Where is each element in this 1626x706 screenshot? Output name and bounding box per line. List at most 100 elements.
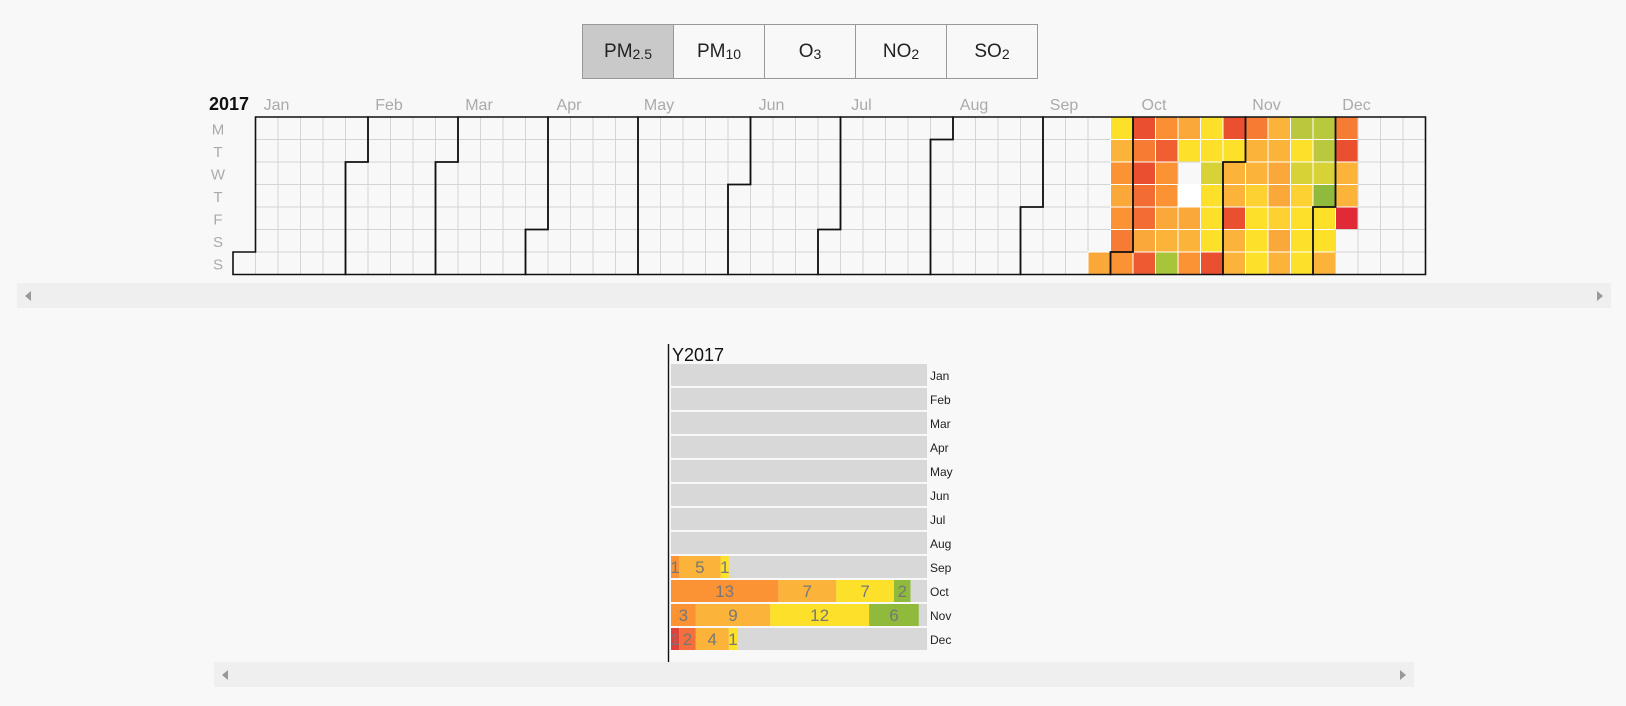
bar-segment-value: 1 [670, 630, 679, 649]
bar-segment[interactable] [679, 556, 721, 578]
calendar-scrollbar[interactable] [17, 283, 1611, 308]
month-bar-row: Feb [671, 388, 951, 410]
bar-segment[interactable] [695, 628, 729, 650]
bar-segment[interactable] [720, 556, 729, 578]
month-label: Apr [557, 97, 583, 114]
month-bar-row: Apr [671, 436, 949, 458]
calendar-heatmap: 2017 Jan Feb Mar Apr May Jun Jul Aug Sep Oct Nov Dec… [209, 94, 1427, 276]
tab-so2[interactable]: SO 2 [946, 24, 1038, 79]
month-bar-row: 1 2 4 1 Dec [670, 628, 951, 650]
bar-category-label: Nov [930, 609, 951, 623]
bar-category-label: Feb [930, 393, 951, 407]
tab-no2[interactable]: NO 2 [855, 24, 947, 79]
month-borders [232, 116, 1427, 276]
month-label: Nov [1252, 97, 1280, 114]
bar-segment-value: 4 [708, 630, 717, 649]
scroll-right-arrow-icon[interactable] [1597, 290, 1603, 301]
bar-segment-value: 2 [897, 582, 906, 601]
bar-background [671, 364, 927, 386]
tab-label: PM [696, 40, 726, 62]
bar-category-label: Dec [930, 633, 951, 647]
month-bar-row: Jan [671, 364, 949, 386]
scroll-right-arrow-icon[interactable] [1400, 669, 1406, 680]
month-label: Mar [465, 97, 493, 114]
bar-category-label: Aug [930, 537, 951, 551]
calendar-grid [232, 116, 1426, 275]
weekday-label: F [213, 211, 222, 228]
bar-background [671, 508, 927, 530]
tab-label-subscript: 2 [1001, 45, 1010, 62]
bar-segment[interactable] [869, 604, 919, 626]
bar-segment[interactable] [671, 580, 779, 602]
month-label: Jan [264, 97, 290, 114]
month-bar-row: 3 9 12 6 Nov [671, 604, 951, 626]
month-label: Sep [1050, 97, 1079, 114]
bar-segment-value: 7 [803, 582, 812, 601]
weekday-label: M [212, 121, 225, 138]
tab-label-subscript: 3 [813, 45, 822, 62]
calendar-year-label: 2017 [209, 94, 249, 114]
bar-category-label: Jul [930, 513, 945, 527]
bar-segment[interactable] [679, 628, 696, 650]
pollutant-tabs: PM 2.5 PM 10 O 3 NO 2 SO 2 [582, 24, 1038, 79]
bar-segment[interactable] [836, 580, 894, 602]
bar-segment[interactable] [893, 580, 911, 602]
bar-segment-value: 9 [728, 606, 737, 625]
bar-category-label: Jan [930, 369, 949, 383]
bar-chart-title: Y2017 [672, 345, 724, 365]
month-bar-row: Jul [671, 508, 945, 530]
bar-category-label: Oct [930, 585, 949, 599]
bar-segment-value: 12 [810, 606, 829, 625]
month-label: Jun [759, 97, 785, 114]
bar-segment[interactable] [770, 604, 870, 626]
month-label: Jul [851, 97, 871, 114]
bar-background [671, 484, 927, 506]
bar-segment-value: 5 [695, 558, 704, 577]
bar-segment-value: 7 [860, 582, 869, 601]
month-bar-row: May [671, 460, 953, 482]
month-outline [1312, 116, 1427, 276]
month-bar-row: Mar [671, 412, 951, 434]
weekday-label: T [213, 189, 222, 206]
bar-segment-value: 13 [715, 582, 734, 601]
tab-label: NO [882, 40, 912, 62]
scroll-left-arrow-icon[interactable] [25, 290, 31, 301]
weekday-label: T [213, 144, 222, 161]
bar-segment-value: 1 [728, 630, 737, 649]
bar-background [671, 532, 927, 554]
bar-segment[interactable] [778, 580, 837, 602]
bar-segment-value: 1 [670, 558, 679, 577]
bar-segment-value: 1 [720, 558, 729, 577]
weekday-label: W [211, 166, 226, 183]
month-label: May [644, 97, 674, 114]
bar-background [671, 412, 927, 434]
month-label: Feb [375, 97, 403, 114]
tab-label: PM [604, 40, 633, 62]
tab-label: O [798, 40, 814, 62]
tab-label-subscript: 2 [911, 45, 920, 62]
bar-chart-scrollbar[interactable] [214, 662, 1414, 687]
month-bar-row: Aug [671, 532, 951, 554]
bar-background [671, 556, 927, 578]
scroll-left-arrow-icon[interactable] [222, 669, 228, 680]
bar-segment[interactable] [671, 604, 696, 626]
tab-label-subscript: 2.5 [632, 45, 652, 62]
month-bar-row: 13 7 7 2 Oct [671, 580, 949, 602]
bar-background [671, 436, 927, 458]
bar-segment-value: 6 [889, 606, 898, 625]
month-bar-row: Jun [671, 484, 949, 506]
tab-label: SO [974, 40, 1002, 62]
bar-segment[interactable] [695, 604, 771, 626]
bar-category-label: Sep [930, 561, 952, 575]
tab-pm25[interactable]: PM 2.5 [582, 24, 674, 79]
bar-category-label: Jun [930, 489, 949, 503]
bar-segment[interactable] [671, 628, 680, 650]
bar-segment[interactable] [728, 628, 738, 650]
bar-segment[interactable] [671, 556, 680, 578]
tab-label-subscript: 10 [725, 45, 742, 62]
bar-background [671, 460, 927, 482]
bar-segment-value: 3 [679, 606, 688, 625]
bar-category-label: May [930, 465, 953, 479]
